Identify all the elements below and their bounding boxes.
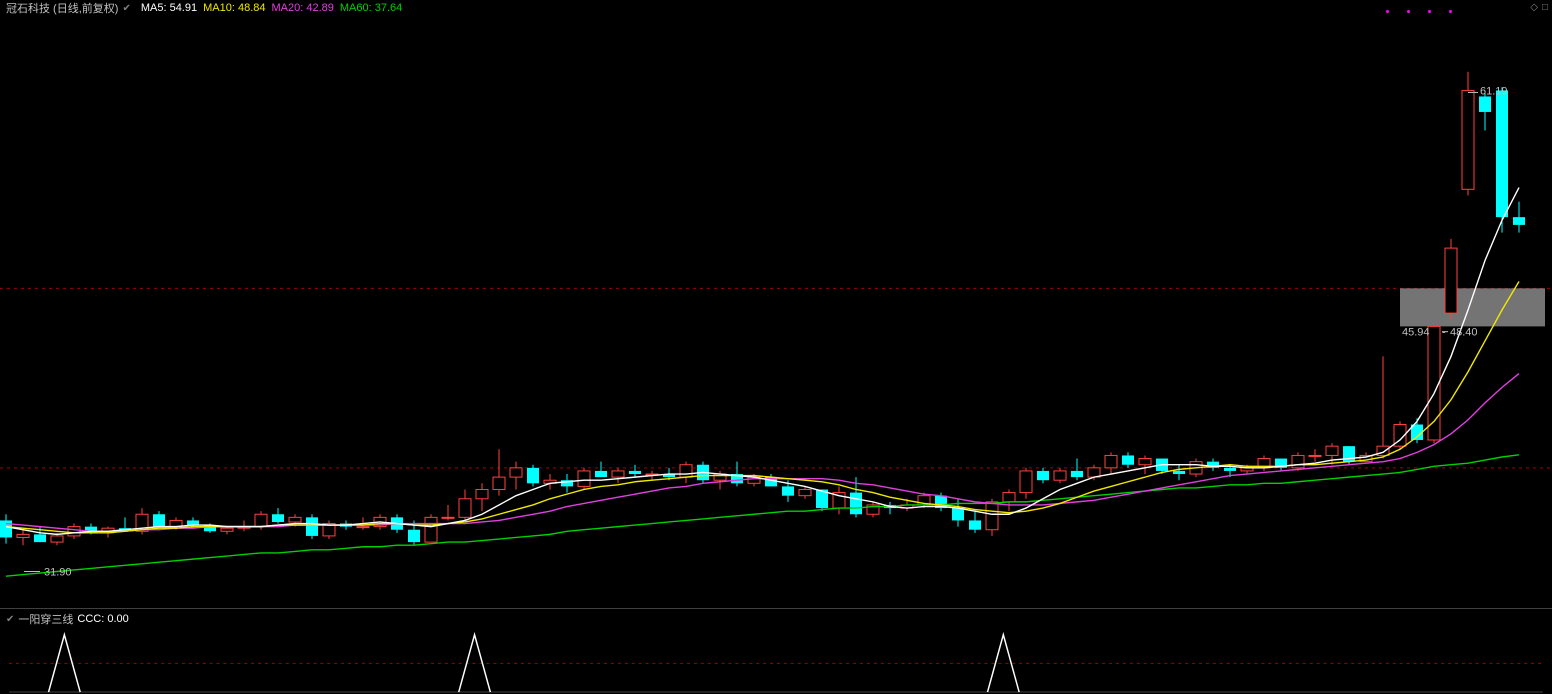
candlestick-svg: 61.19 45.94 48.40- 31.90 xyxy=(0,16,1552,604)
verified-icon: ✔ xyxy=(6,614,14,625)
chart-header: 冠石科技 (日线,前复权) ✔ MA5: 54.91 MA10: 48.84 M… xyxy=(0,0,1552,16)
top-marker-dots xyxy=(1386,10,1452,13)
svg-text:31.90: 31.90 xyxy=(44,567,72,579)
sub-indicator-name: 一阳穿三线 xyxy=(18,611,73,627)
verified-icon: ✔ xyxy=(122,3,130,14)
svg-text:45.94: 45.94 xyxy=(1402,327,1430,339)
sub-indicator-chart[interactable]: ✔ 一阳穿三线 CCC: 0.00 xyxy=(0,608,1552,694)
sub-indicator-svg xyxy=(0,609,1552,694)
sub-indicator-header: ✔ 一阳穿三线 CCC: 0.00 xyxy=(6,611,129,627)
ma10-indicator: MA10: 48.84 xyxy=(203,2,265,14)
square-icon[interactable]: □ xyxy=(1542,2,1548,13)
diamond-icon[interactable]: ◇ xyxy=(1530,2,1538,13)
sub-indicator-value: CCC: 0.00 xyxy=(77,613,128,625)
corner-controls: ◇ □ xyxy=(1530,2,1548,13)
svg-text:48.40: 48.40 xyxy=(1450,327,1478,339)
svg-text:61.19: 61.19 xyxy=(1480,85,1508,97)
chart-container: 冠石科技 (日线,前复权) ✔ MA5: 54.91 MA10: 48.84 M… xyxy=(0,0,1552,694)
ma60-indicator: MA60: 37.64 xyxy=(340,2,402,14)
stock-title: 冠石科技 (日线,前复权) xyxy=(6,0,118,16)
ma20-indicator: MA20: 42.89 xyxy=(271,2,333,14)
ma5-indicator: MA5: 54.91 xyxy=(141,2,197,14)
main-candlestick-chart[interactable]: 61.19 45.94 48.40- 31.90 xyxy=(0,16,1552,604)
svg-text:-: - xyxy=(1442,327,1446,339)
